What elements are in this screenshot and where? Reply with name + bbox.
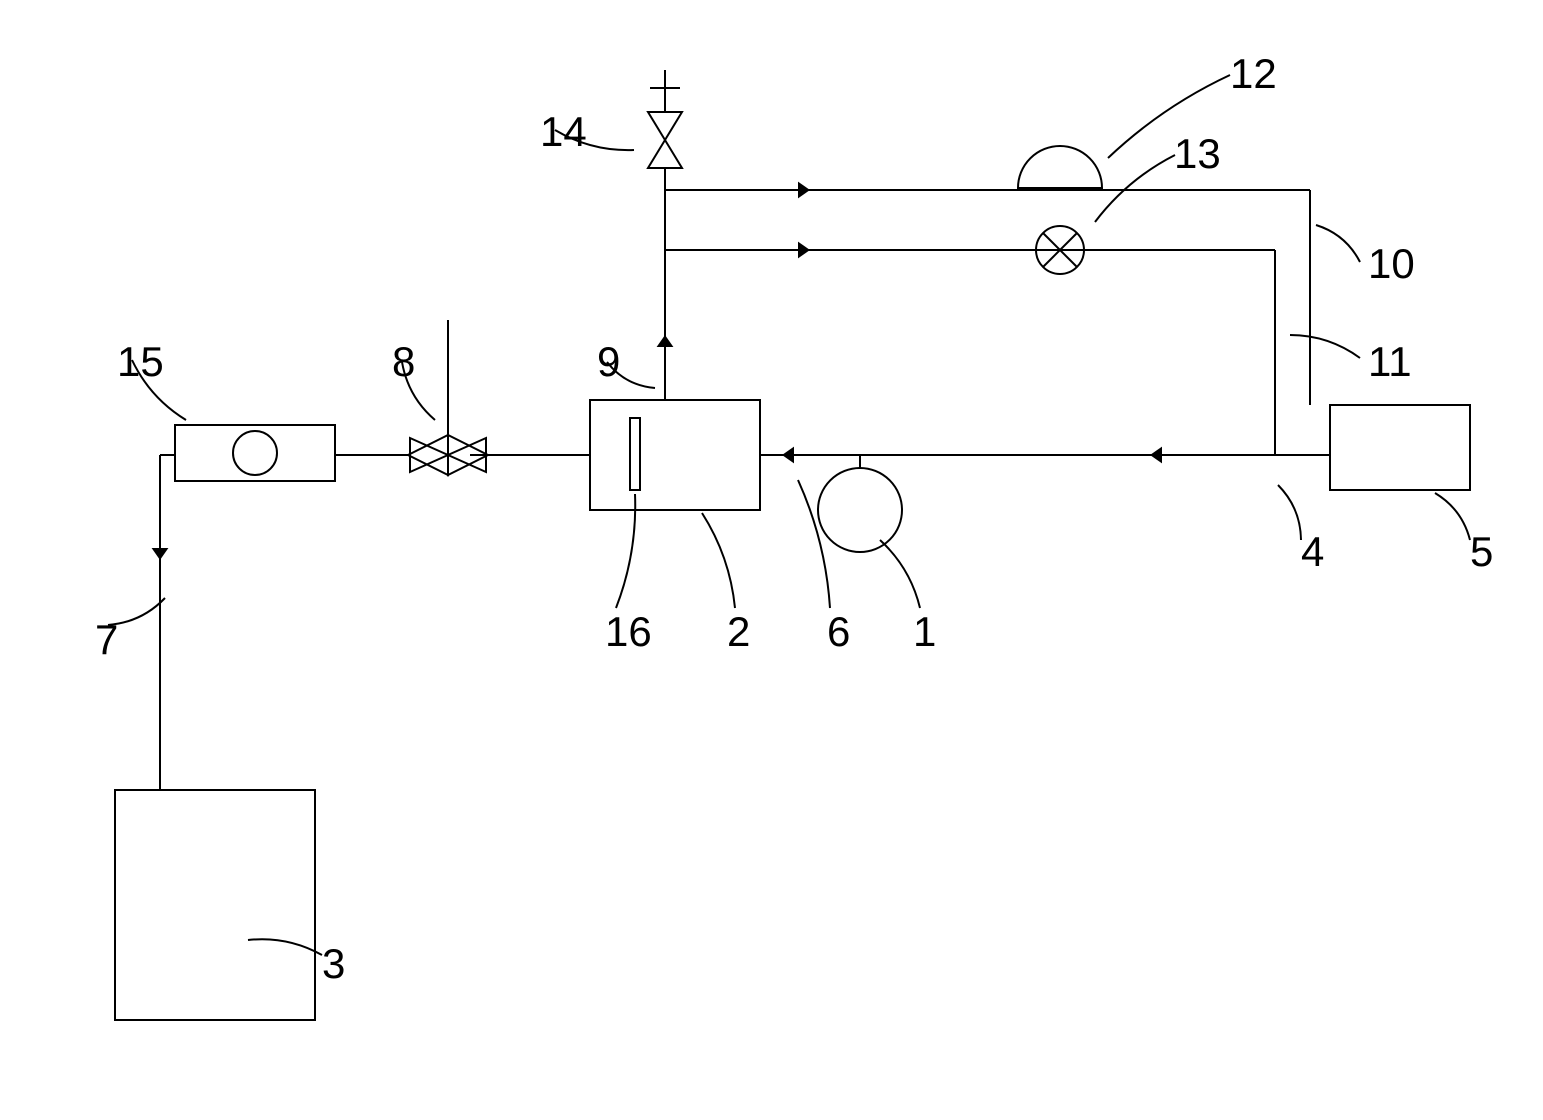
label-13: 13: [1174, 130, 1221, 178]
label-16: 16: [605, 608, 652, 656]
label-12: 12: [1230, 50, 1277, 98]
label-7: 7: [95, 616, 118, 664]
label-9: 9: [597, 338, 620, 386]
label-4: 4: [1301, 528, 1324, 576]
label-15: 15: [117, 338, 164, 386]
label-5: 5: [1470, 528, 1493, 576]
label-8: 8: [392, 338, 415, 386]
label-6: 6: [827, 608, 850, 656]
label-11: 11: [1368, 338, 1412, 386]
label-2: 2: [727, 608, 750, 656]
label-10: 10: [1368, 240, 1415, 288]
diagram-container: 12345678910111213141516: [0, 0, 1543, 1120]
label-14: 14: [540, 108, 587, 156]
label-3: 3: [322, 940, 345, 988]
label-1: 1: [913, 608, 936, 656]
